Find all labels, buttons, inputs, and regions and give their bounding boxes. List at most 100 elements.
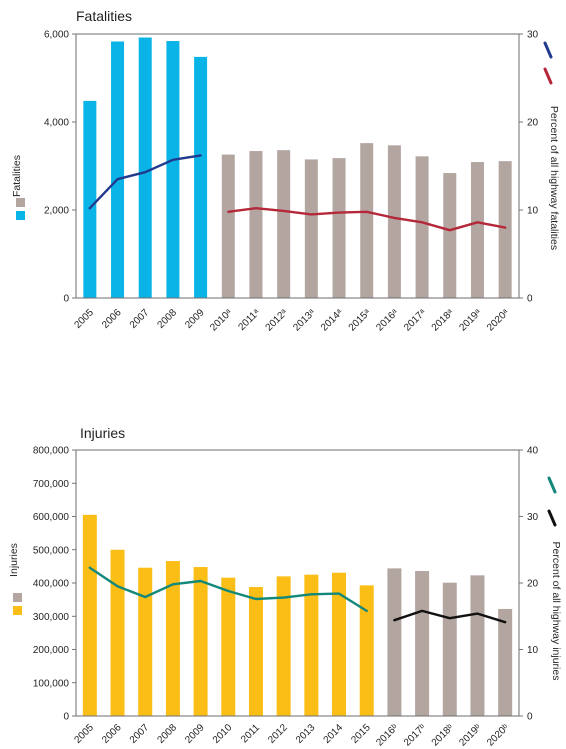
- bar: [332, 572, 347, 716]
- x-tick-label: 2008: [156, 722, 180, 746]
- series-line: [227, 206, 507, 232]
- x-tick-label: 2005: [72, 722, 96, 746]
- bar: [221, 154, 235, 298]
- legend-line-marker: [543, 67, 553, 85]
- x-tick-label: 2007: [128, 307, 152, 331]
- y2-tick-label: 40: [527, 446, 539, 457]
- bar: [360, 143, 374, 298]
- x-tick-label: 2020ᵃ: [485, 307, 511, 333]
- bar: [415, 571, 430, 716]
- x-tick-label: 2010ᵃ: [208, 307, 234, 333]
- x-tick-label: 2015: [349, 722, 373, 746]
- bar: [442, 582, 457, 716]
- x-tick-label: 2013ᵃ: [291, 307, 317, 333]
- y-tick-label: 100,000: [33, 678, 70, 689]
- bar: [304, 574, 319, 716]
- y-tick-label: 800,000: [33, 446, 70, 457]
- bar: [193, 567, 208, 716]
- injuries-chart: Injuries 0 100,000 200,000 300,000 400,000 500…: [8, 425, 562, 749]
- legend-line-marker: [547, 509, 557, 527]
- y2-tick-label: 0: [527, 294, 533, 305]
- series-line: [88, 154, 202, 210]
- bar: [470, 575, 485, 716]
- x-tick-label: 2007: [128, 722, 152, 746]
- bar: [304, 159, 318, 298]
- x-tick-label: 2011: [239, 722, 262, 745]
- x-tick-label: 2018ᵇ: [430, 722, 456, 748]
- x-tick-label: 2016ᵇ: [374, 722, 400, 748]
- x-tick-label: 2014ᵃ: [319, 307, 345, 333]
- bar: [83, 100, 97, 298]
- y-tick-label: 500,000: [33, 545, 70, 556]
- y2-tick-label: 20: [527, 118, 539, 129]
- right-axis-label: Percent of all highway fatalities: [548, 106, 560, 250]
- bar: [443, 173, 457, 298]
- y-tick-label: 200,000: [33, 645, 70, 656]
- legend-swatch: [16, 198, 25, 207]
- x-tick-label: 2019ᵇ: [457, 722, 483, 748]
- x-tick-label: 2013: [294, 722, 318, 746]
- bar: [221, 577, 236, 716]
- bar: [498, 161, 512, 298]
- series-line: [393, 609, 507, 624]
- x-tick-label: 2012ᵃ: [264, 307, 290, 333]
- x-tick-label: 2020ᵇ: [485, 722, 511, 748]
- y-tick-label: 6,000: [44, 30, 69, 41]
- y-tick-label: 0: [63, 294, 69, 305]
- y2-tick-label: 30: [527, 30, 539, 41]
- bar: [111, 41, 125, 298]
- bar: [82, 514, 97, 716]
- bar: [138, 567, 153, 716]
- plot-frame: [75, 449, 520, 717]
- x-tick-label: 2012: [266, 722, 290, 746]
- bar: [387, 145, 401, 298]
- x-tick-label: 2019ᵃ: [457, 307, 483, 333]
- y2-tick-label: 10: [527, 645, 539, 656]
- y2-tick-label: 10: [527, 206, 539, 217]
- y-tick-label: 2,000: [44, 206, 69, 217]
- x-tick-label: 2014: [322, 722, 346, 746]
- left-axis-label: Fatalities: [11, 155, 23, 197]
- bar: [248, 586, 263, 716]
- bar: [359, 585, 374, 716]
- y-tick-label: 400,000: [33, 579, 70, 590]
- bar: [249, 151, 263, 298]
- x-tick-label: 2006: [100, 722, 124, 746]
- x-tick-label: 2016ᵃ: [374, 307, 400, 333]
- bar: [276, 576, 291, 716]
- y-tick-label: 300,000: [33, 612, 70, 623]
- bar: [138, 37, 152, 299]
- series-line: [88, 566, 368, 613]
- bar: [332, 158, 346, 298]
- y-tick-label: 0: [63, 712, 69, 723]
- chart-title: Fatalities: [76, 8, 132, 24]
- x-tick-label: 2017ᵃ: [402, 307, 428, 333]
- legend-swatch: [13, 593, 22, 602]
- x-tick-label: 2017ᵇ: [402, 722, 428, 748]
- y2-tick-label: 20: [527, 579, 539, 590]
- x-tick-label: 2008: [156, 307, 180, 331]
- bar: [165, 561, 180, 716]
- legend-line-marker: [547, 476, 557, 494]
- bar: [470, 162, 484, 298]
- y2-tick-label: 30: [527, 512, 539, 523]
- left-axis-label: Injuries: [8, 543, 20, 577]
- x-tick-label: 2015ᵃ: [347, 307, 373, 333]
- y2-tick-label: 0: [527, 712, 533, 723]
- y-tick-label: 4,000: [44, 118, 69, 129]
- x-tick-label: 2006: [100, 307, 124, 331]
- x-tick-label: 2010: [211, 722, 235, 746]
- bar: [498, 608, 513, 716]
- x-tick-label: 2011ᵃ: [236, 307, 262, 333]
- bar: [166, 41, 180, 298]
- bar: [415, 156, 429, 298]
- chart-title: Injuries: [80, 425, 125, 441]
- y-tick-label: 700,000: [33, 479, 70, 490]
- bar: [387, 568, 402, 716]
- x-tick-label: 2009: [183, 722, 207, 746]
- bar: [277, 150, 291, 298]
- legend-swatch: [13, 606, 22, 615]
- y-tick-label: 600,000: [33, 512, 70, 523]
- x-tick-label: 2018ᵃ: [430, 307, 456, 333]
